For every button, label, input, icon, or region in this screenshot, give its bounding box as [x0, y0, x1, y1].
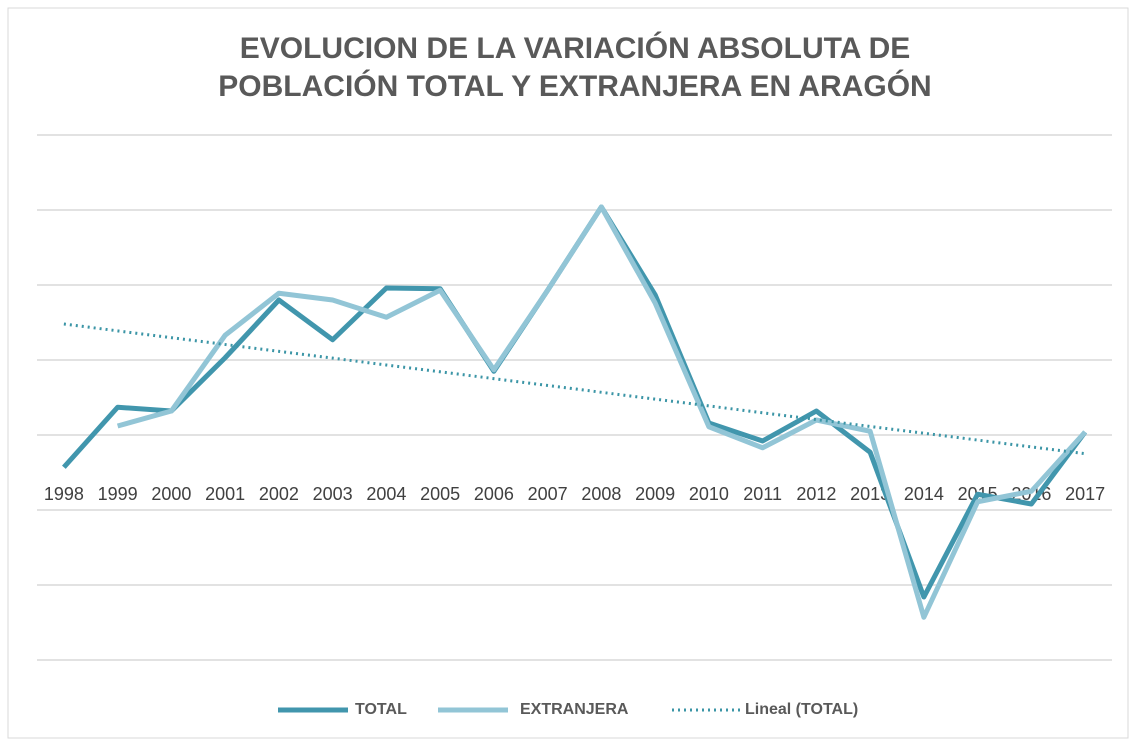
x-tick-label: 1999: [98, 484, 138, 504]
chart-title: POBLACIÓN TOTAL Y EXTRANJERA EN ARAGÓN: [218, 69, 931, 103]
x-tick-label: 2005: [420, 484, 460, 504]
x-tick-label: 2017: [1065, 484, 1105, 504]
chart-title: EVOLUCION DE LA VARIACIÓN ABSOLUTA DE: [240, 31, 911, 65]
legend-label: EXTRANJERA: [520, 701, 629, 718]
x-tick-label: 2007: [528, 484, 568, 504]
x-tick-label: 2006: [474, 484, 514, 504]
x-tick-label: 2001: [205, 484, 245, 504]
x-tick-label: 2008: [581, 484, 621, 504]
x-tick-label: 2002: [259, 484, 299, 504]
x-tick-label: 2012: [796, 484, 836, 504]
x-tick-label: 2014: [904, 484, 944, 504]
x-tick-label: 2011: [743, 484, 782, 504]
legend-label: TOTAL: [355, 701, 407, 718]
x-tick-label: 2013: [850, 484, 890, 504]
x-tick-label: 2009: [635, 484, 675, 504]
chart-frame: [7, 7, 1129, 739]
x-tick-label: 1998: [44, 484, 84, 504]
legend-label: Lineal (TOTAL): [745, 701, 858, 718]
line-series: [116, 204, 1087, 620]
x-tick-label: 2003: [313, 484, 353, 504]
x-tick-label: 2004: [366, 484, 406, 504]
x-tick-label: 2010: [689, 484, 729, 504]
x-tick-label: 2000: [151, 484, 191, 504]
